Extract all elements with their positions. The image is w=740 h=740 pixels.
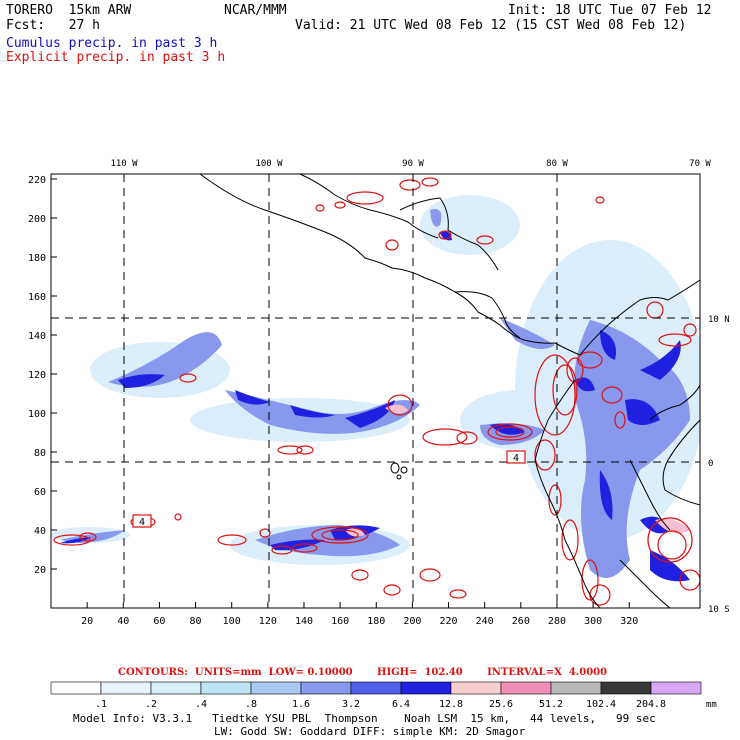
x-tick-label: 100 [223, 616, 241, 627]
x-tick-label: 80 [190, 616, 202, 627]
legend-color-cell [450, 681, 502, 695]
x-tick-label: 300 [584, 616, 602, 627]
org-label: NCAR/MMM [224, 3, 287, 18]
y-tick-label: 100 [28, 409, 46, 420]
contour-label: 4 [139, 517, 145, 528]
lon-label: 110 W [110, 159, 138, 169]
latitude-labels: 10 N 0 10 S [708, 315, 730, 615]
legend-label: 3.2 [342, 699, 360, 710]
init-time: Init: 18 UTC Tue 07 Feb 12 [508, 3, 712, 18]
legend-color-cell [600, 681, 652, 695]
legend-color-cell [300, 681, 352, 695]
map-frame [50, 173, 701, 609]
model-title: TORERO 15km ARW [6, 3, 132, 18]
longitude-labels: 110 W 100 W 90 W 80 W 70 W [110, 159, 711, 169]
precip-field [51, 174, 700, 608]
legend-label: 6.4 [392, 699, 410, 710]
legend-label: .2 [145, 699, 157, 710]
legend-color-cell [400, 681, 452, 695]
y-tick-label: 200 [28, 214, 46, 225]
lat-label: 10 N [708, 315, 730, 325]
explicit-field-label: Explicit precip. in past 3 h [6, 50, 226, 65]
y-tick-label: 140 [28, 331, 46, 342]
legend-label: 1.6 [292, 699, 310, 710]
legend-label: .1 [95, 699, 107, 710]
legend-label: .4 [195, 699, 207, 710]
lon-label: 70 W [689, 159, 711, 169]
valid-time: Valid: 21 UTC Wed 08 Feb 12 (15 CST Wed … [295, 18, 687, 33]
legend-color-cell [650, 681, 702, 695]
legend-label: 25.6 [489, 699, 513, 710]
x-axis-ticks: 20 40 60 80 100 120 140 160 180 200 220 240 260 280 30… [81, 602, 638, 627]
legend-color-cell [550, 681, 602, 695]
x-tick-label: 140 [295, 616, 313, 627]
legend-label: 204.8 [636, 699, 666, 710]
lon-label: 80 W [546, 159, 568, 169]
lat-label: 0 [708, 459, 713, 469]
contour-label: 4 [513, 453, 519, 464]
y-tick-label: 60 [34, 487, 46, 498]
x-tick-label: 60 [153, 616, 165, 627]
y-tick-label: 120 [28, 370, 46, 381]
legend-color-cell [350, 681, 402, 695]
legend-color-cell [200, 681, 252, 695]
contour-label-boxes: 4 4 [132, 450, 526, 528]
legend-color-cell [100, 681, 152, 695]
x-tick-label: 20 [81, 616, 93, 627]
legend-color-cell [250, 681, 302, 695]
legend-label: 12.8 [439, 699, 463, 710]
y-tick-label: 180 [28, 253, 46, 264]
x-tick-label: 220 [440, 616, 458, 627]
color-legend: .1.2.4.8 1.6 3.2 6.4 12.8 25.6 51.2 102.4 204.8 … [50, 681, 717, 710]
x-tick-label: 180 [367, 616, 385, 627]
x-tick-label: 260 [512, 616, 530, 627]
legend-label: 102.4 [586, 699, 616, 710]
x-tick-label: 40 [117, 616, 129, 627]
cumulus-field-label: Cumulus precip. in past 3 h [6, 36, 218, 51]
forecast-hour: Fcst: 27 h [6, 18, 100, 33]
x-tick-label: 280 [548, 616, 566, 627]
lat-label: 10 S [708, 605, 730, 615]
legend-color-cell [500, 681, 552, 695]
legend-label: 51.2 [539, 699, 563, 710]
model-info: Model Info: V3.3.1 Tiedtke YSU PBL Thomp… [73, 712, 656, 725]
contours-info: CONTOURS: UNITS=mm LOW= 0.10000 HIGH= 10… [118, 667, 608, 678]
model-physics: LW: Godd SW: Goddard DIFF: simple KM: 2D… [214, 725, 526, 738]
x-tick-label: 320 [620, 616, 638, 627]
x-tick-label: 200 [403, 616, 421, 627]
x-tick-label: 240 [476, 616, 494, 627]
y-axis-ticks: 20 40 60 80 100 120 140 160 180 200 220 [28, 175, 57, 576]
legend-label: .8 [245, 699, 257, 710]
y-tick-label: 20 [34, 565, 46, 576]
x-tick-label: 160 [331, 616, 349, 627]
lon-label: 90 W [402, 159, 424, 169]
legend-color-cell [50, 681, 102, 695]
legend-units: mm [706, 700, 717, 710]
legend-color-cell [150, 681, 202, 695]
y-tick-label: 220 [28, 175, 46, 186]
y-tick-label: 160 [28, 292, 46, 303]
y-tick-label: 40 [34, 526, 46, 537]
y-tick-label: 80 [34, 448, 46, 459]
lon-label: 100 W [255, 159, 283, 169]
x-tick-label: 120 [259, 616, 277, 627]
